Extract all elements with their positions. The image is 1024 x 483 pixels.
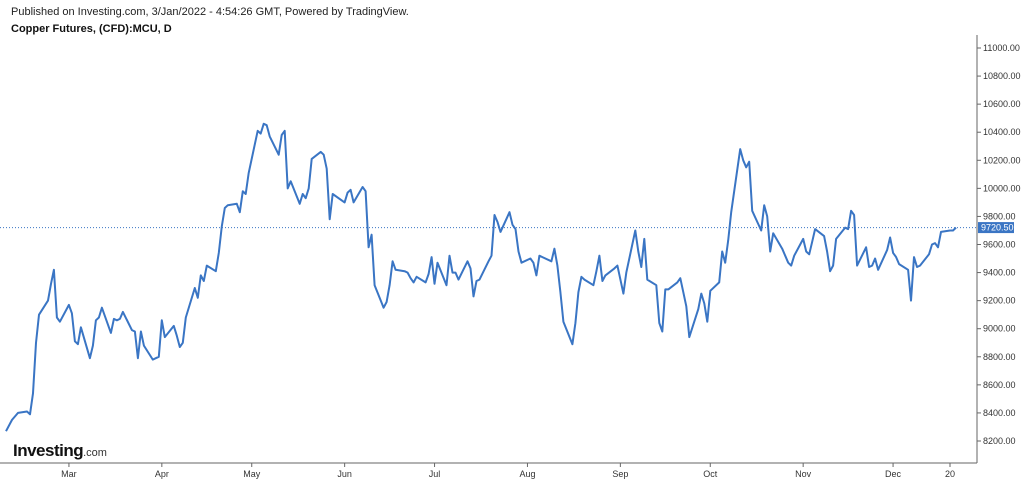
x-tick-label: Jul	[429, 469, 441, 479]
y-tick-label: 8600.00	[983, 380, 1016, 390]
y-tick-label: 10600.00	[983, 99, 1021, 109]
x-tick-labels: Mar Apr May Jun Jul Aug Sep Oct Nov Dec 20	[61, 463, 955, 479]
x-tick-label: Sep	[612, 469, 628, 479]
last-price-label: 9720.50	[981, 223, 1014, 233]
y-tick-label: 9800.00	[983, 211, 1016, 221]
y-tick-label: 9400.00	[983, 268, 1016, 278]
y-tick-label: 8800.00	[983, 352, 1016, 362]
y-tick-label: 10000.00	[983, 183, 1021, 193]
x-tick-label: Nov	[795, 469, 812, 479]
y-tick-label: 11000.00	[983, 43, 1020, 53]
chart-title: Copper Futures, (CFD):MCU, D	[11, 23, 172, 35]
x-tick-label: Oct	[703, 469, 718, 479]
x-tick-label: Mar	[61, 469, 77, 479]
y-tick-label: 10400.00	[983, 127, 1021, 137]
x-tick-label: 20	[945, 469, 955, 479]
published-caption: Published on Investing.com, 3/Jan/2022 -…	[11, 6, 409, 18]
y-tick-label: 8200.00	[983, 436, 1016, 446]
y-tick-label: 10800.00	[983, 71, 1021, 81]
axes	[0, 35, 978, 464]
y-tick-label: 9200.00	[983, 296, 1016, 306]
x-tick-label: May	[243, 469, 261, 479]
last-price-tag-box	[978, 222, 1014, 234]
series-line-copper	[5, 122, 957, 432]
y-tick-label: 9000.00	[983, 324, 1016, 334]
investing-logo: Investing.com	[13, 441, 107, 461]
x-tick-label: Apr	[155, 469, 169, 479]
x-tick-label: Jun	[337, 469, 352, 479]
logo-suffix: .com	[83, 447, 107, 459]
last-price-tag: 9720.50	[978, 222, 1014, 234]
y-tick-label: 8400.00	[983, 408, 1016, 418]
y-tick-label: 9600.00	[983, 240, 1016, 250]
y-tick-labels: 8200.00 8400.00 8600.00 8800.00 9000.00 9200.…	[977, 43, 1021, 446]
x-tick-label: Dec	[885, 469, 902, 479]
logo-main: Investing	[13, 441, 84, 460]
y-tick-label: 10200.00	[983, 155, 1021, 165]
x-tick-label: Aug	[519, 469, 535, 479]
